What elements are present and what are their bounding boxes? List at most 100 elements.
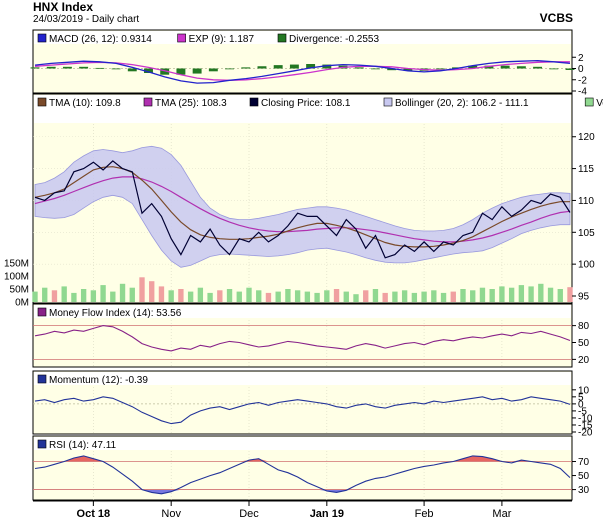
chart-subtitle: 24/03/2019 - Daily chart bbox=[33, 14, 140, 25]
momentum-ytick-label-0: 10 bbox=[578, 385, 590, 396]
price-ytick-label-0: 120 bbox=[578, 132, 595, 143]
mfi-legend-swatch-0 bbox=[37, 307, 47, 317]
macd-divergence-bar-3 bbox=[79, 66, 89, 69]
macd-divergence-bar-27 bbox=[468, 65, 478, 69]
macd-divergence-bar-30 bbox=[516, 66, 526, 69]
price-legend-label-0: TMA (10): 109.8 bbox=[49, 98, 121, 109]
bollinger-band bbox=[34, 145, 571, 268]
volume-bar-4 bbox=[71, 292, 77, 302]
volume-bar-8 bbox=[110, 291, 116, 302]
volume-bar-11 bbox=[139, 277, 145, 302]
volume-bar-28 bbox=[304, 291, 311, 302]
price-legend-swatch-1 bbox=[143, 97, 153, 107]
macd-exp-line bbox=[34, 61, 570, 81]
macd-divergence-bar-17 bbox=[306, 64, 316, 69]
momentum-ytick-label-4: -10 bbox=[578, 413, 593, 424]
macd-ytick-label-0: 2 bbox=[578, 53, 584, 64]
volume-bar-54 bbox=[557, 289, 563, 302]
macd-divergence-bar-6 bbox=[127, 68, 137, 72]
volume-bar-31 bbox=[333, 289, 340, 302]
volume-bar-27 bbox=[294, 290, 301, 302]
volume-bar-55 bbox=[567, 287, 573, 302]
macd-divergence-bar-29 bbox=[500, 65, 510, 69]
volume-bar-25 bbox=[275, 291, 281, 302]
x-tick-label-3: Jan 19 bbox=[310, 508, 344, 520]
volume-bar-5 bbox=[80, 289, 87, 302]
price-legend-label-3: Bollinger (20, 2): 106.2 - 111.1 bbox=[395, 98, 529, 109]
macd-line bbox=[34, 59, 571, 84]
rsi-ytick-label-2: 30 bbox=[578, 485, 590, 496]
volume-bar-34 bbox=[363, 290, 369, 302]
x-tick-label-0: Oct 18 bbox=[77, 508, 111, 520]
x-tick-label-2: Dec bbox=[239, 508, 259, 520]
volume-bar-22 bbox=[246, 287, 252, 302]
volume-bar-45 bbox=[470, 290, 476, 302]
macd-legend-swatch-2 bbox=[277, 33, 287, 43]
volume-bar-40 bbox=[421, 291, 427, 302]
macd-divergence-bar-2 bbox=[62, 66, 72, 69]
macd-divergence-bar-21 bbox=[370, 68, 380, 70]
volume-bar-30 bbox=[324, 290, 330, 302]
macd-legend-bg bbox=[34, 31, 571, 44]
x-tick-label-1: Nov bbox=[161, 508, 181, 520]
volume-bar-53 bbox=[547, 287, 554, 302]
macd-divergence-bar-4 bbox=[95, 67, 105, 69]
momentum-ytick-label-5: -15 bbox=[578, 420, 593, 431]
price-legend-swatch-0 bbox=[37, 97, 47, 107]
momentum-line bbox=[34, 396, 571, 425]
mfi-ytick-label-0: 80 bbox=[578, 321, 590, 332]
price-legend-swatch-4 bbox=[584, 97, 594, 107]
volume-bar-17 bbox=[197, 287, 204, 302]
price-legend-label-2: Closing Price: 108.1 bbox=[261, 98, 351, 109]
momentum-legend-label-0: Momentum (12): -0.39 bbox=[49, 375, 148, 386]
mfi-legend-bg bbox=[34, 305, 571, 318]
momentum-legend-swatch-0 bbox=[37, 374, 47, 384]
momentum-ytick-label-2: 0 bbox=[578, 399, 584, 410]
volume-bar-42 bbox=[440, 292, 447, 302]
macd-divergence-bar-15 bbox=[273, 65, 283, 69]
volume-bar-39 bbox=[411, 292, 418, 302]
macd-divergence-bar-33 bbox=[565, 68, 575, 70]
macd-ytick-label-2: -2 bbox=[578, 75, 587, 86]
volume-bar-18 bbox=[207, 292, 213, 302]
x-tick-label-5: Mar bbox=[492, 508, 511, 520]
rsi-ytick-label-0: 70 bbox=[578, 457, 590, 468]
macd-divergence-bar-16 bbox=[289, 64, 299, 69]
macd-ytick-label-1: 0 bbox=[578, 64, 584, 75]
price-ytick-label-4: 100 bbox=[578, 260, 595, 271]
volume-bar-37 bbox=[392, 291, 398, 302]
price-panel bbox=[32, 93, 573, 304]
macd-divergence-bar-5 bbox=[111, 68, 121, 70]
macd-legend-label-1: EXP (9): 1.187 bbox=[189, 34, 255, 45]
volume-bar-0 bbox=[32, 291, 38, 302]
volume-bar-7 bbox=[100, 285, 106, 302]
momentum-ytick-label-3: -5 bbox=[578, 406, 587, 417]
macd-divergence-bar-12 bbox=[225, 68, 235, 70]
volume-bar-2 bbox=[51, 290, 58, 302]
macd-divergence-bar-23 bbox=[403, 68, 413, 71]
chart-title: HNX Index bbox=[33, 0, 94, 14]
volume-bar-49 bbox=[508, 287, 515, 302]
price-legend-label-4: Vol: 56.58M bbox=[596, 98, 603, 109]
volume-bar-15 bbox=[178, 289, 184, 302]
mfi-ytick-label-2: 20 bbox=[578, 355, 590, 366]
volume-bar-16 bbox=[187, 291, 194, 302]
volume-bar-3 bbox=[61, 286, 67, 302]
macd-divergence-bar-0 bbox=[30, 67, 40, 69]
volume-bar-19 bbox=[217, 290, 223, 302]
price-legend-swatch-2 bbox=[249, 97, 259, 107]
volume-bar-50 bbox=[518, 285, 525, 302]
macd-divergence-bar-11 bbox=[208, 68, 218, 72]
price-ytick-label-1: 115 bbox=[578, 164, 594, 175]
volume-bar-13 bbox=[158, 286, 165, 302]
macd-ytick-label-3: -4 bbox=[578, 87, 587, 98]
volume-axis-label-2: 50M bbox=[10, 285, 29, 296]
momentum-ytick-label-6: -20 bbox=[578, 428, 593, 439]
volume-bar-12 bbox=[149, 281, 155, 302]
macd-divergence-bar-25 bbox=[435, 68, 445, 70]
price-legend-label-1: TMA (25): 108.3 bbox=[155, 98, 227, 109]
rsi-oversold-fill bbox=[35, 489, 570, 494]
mfi-legend-label-0: Money Flow Index (14): 53.56 bbox=[49, 308, 182, 319]
